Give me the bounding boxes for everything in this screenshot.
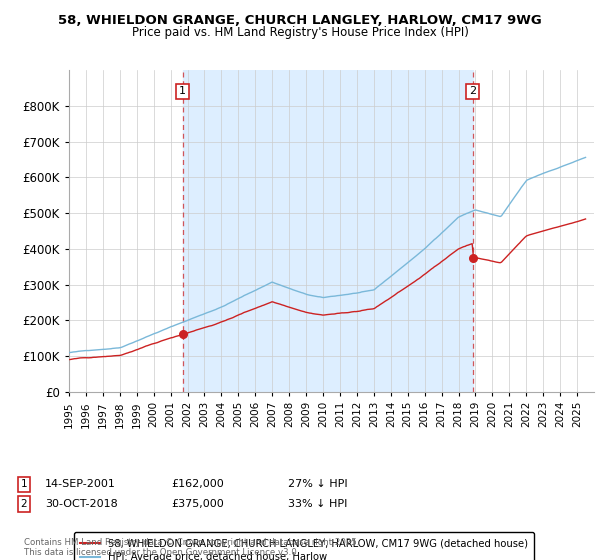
Text: 27% ↓ HPI: 27% ↓ HPI (288, 479, 347, 489)
Text: 30-OCT-2018: 30-OCT-2018 (45, 499, 118, 509)
Text: 2: 2 (469, 86, 476, 96)
Text: 2: 2 (20, 499, 28, 509)
Text: 14-SEP-2001: 14-SEP-2001 (45, 479, 116, 489)
Bar (182, 70, 473, 392)
Text: 58, WHIELDON GRANGE, CHURCH LANGLEY, HARLOW, CM17 9WG: 58, WHIELDON GRANGE, CHURCH LANGLEY, HAR… (58, 14, 542, 27)
Text: £375,000: £375,000 (171, 499, 224, 509)
Text: 1: 1 (179, 86, 186, 96)
Text: Price paid vs. HM Land Registry's House Price Index (HPI): Price paid vs. HM Land Registry's House … (131, 26, 469, 39)
Text: Contains HM Land Registry data © Crown copyright and database right 2025.
This d: Contains HM Land Registry data © Crown c… (24, 538, 359, 557)
Text: 33% ↓ HPI: 33% ↓ HPI (288, 499, 347, 509)
Text: £162,000: £162,000 (171, 479, 224, 489)
Text: 1: 1 (20, 479, 28, 489)
Legend: 58, WHIELDON GRANGE, CHURCH LANGLEY, HARLOW, CM17 9WG (detached house), HPI: Ave: 58, WHIELDON GRANGE, CHURCH LANGLEY, HAR… (74, 532, 534, 560)
